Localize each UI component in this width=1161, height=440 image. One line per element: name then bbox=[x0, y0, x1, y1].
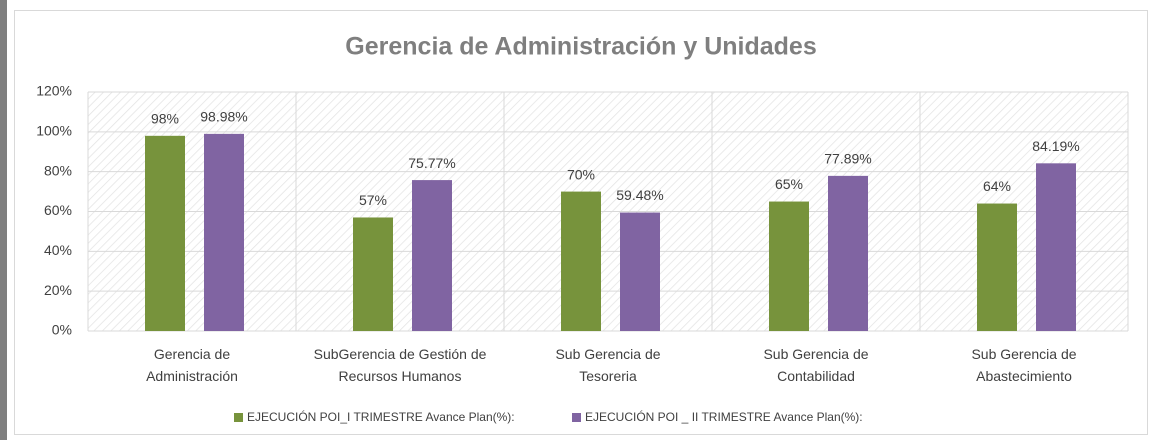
x-tick-line: Tesoreria bbox=[579, 368, 637, 384]
data-label: 98% bbox=[151, 111, 179, 127]
data-label: 77.89% bbox=[824, 151, 871, 167]
x-tick-label: Gerencia de Administración bbox=[146, 346, 238, 384]
x-tick-line: Sub Gerencia de bbox=[971, 346, 1076, 362]
legend-swatch bbox=[572, 413, 581, 422]
y-tick-label: 20% bbox=[44, 282, 72, 298]
data-label: 59.48% bbox=[616, 187, 663, 203]
bar bbox=[204, 133, 244, 331]
data-label: 84.19% bbox=[1032, 138, 1079, 154]
legend-label: EJECUCIÓN POI _ II TRIMESTRE Avance Plan… bbox=[585, 409, 863, 424]
bar bbox=[769, 201, 809, 331]
x-tick-line: Contabilidad bbox=[777, 368, 855, 384]
bar bbox=[145, 135, 185, 331]
bar bbox=[828, 175, 868, 331]
data-label: 98.98% bbox=[200, 109, 247, 125]
x-tick-line: Abastecimiento bbox=[976, 368, 1072, 384]
x-tick-line: Gerencia de bbox=[154, 346, 230, 362]
x-tick-label: SubGerencia de Gestión de Recursos Humano… bbox=[314, 346, 487, 384]
data-label: 57% bbox=[359, 192, 387, 208]
y-tick-label: 80% bbox=[44, 162, 72, 178]
x-tick-line: Administración bbox=[146, 368, 238, 384]
data-label: 64% bbox=[983, 178, 1011, 194]
y-tick-label: 120% bbox=[36, 83, 72, 99]
chart-title: Gerencia de Administración y Unidades bbox=[345, 33, 816, 61]
legend-swatch bbox=[234, 413, 243, 422]
y-tick-label: 60% bbox=[44, 202, 72, 218]
x-tick-label: Sub Gerencia de Abastecimiento bbox=[971, 346, 1076, 384]
x-tick-line: Sub Gerencia de bbox=[555, 346, 660, 362]
data-label: 75.77% bbox=[408, 155, 455, 171]
data-label: 70% bbox=[567, 166, 595, 182]
bar bbox=[353, 217, 393, 331]
bar bbox=[620, 212, 660, 331]
bar bbox=[977, 203, 1017, 331]
bar bbox=[412, 180, 452, 331]
y-tick-label: 40% bbox=[44, 242, 72, 258]
bar bbox=[1036, 163, 1076, 331]
y-tick-label: 100% bbox=[36, 123, 72, 139]
x-tick-label: Sub Gerencia de Tesoreria bbox=[555, 346, 660, 384]
side-strip bbox=[0, 0, 7, 440]
x-tick-line: SubGerencia de Gestión de bbox=[314, 346, 487, 362]
bar bbox=[561, 191, 601, 331]
y-tick-label: 0% bbox=[52, 322, 72, 338]
data-label: 65% bbox=[775, 176, 803, 192]
x-tick-label: Sub Gerencia de Contabilidad bbox=[763, 346, 868, 384]
legend-label: EJECUCIÓN POI_I TRIMESTRE Avance Plan(%)… bbox=[247, 409, 515, 424]
x-tick-line: Recursos Humanos bbox=[339, 368, 462, 384]
x-tick-line: Sub Gerencia de bbox=[763, 346, 868, 362]
